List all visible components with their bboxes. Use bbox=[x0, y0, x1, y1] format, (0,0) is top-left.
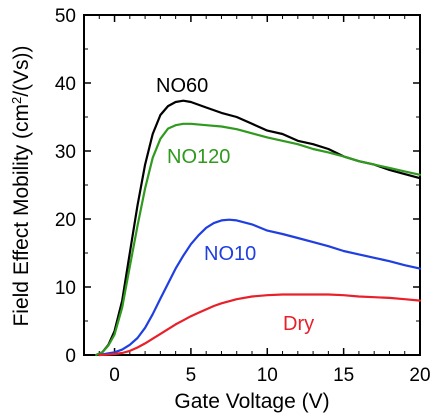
series-label-no120: NO120 bbox=[167, 146, 230, 168]
y-axis-title-end: /(Vs)) bbox=[10, 45, 33, 96]
x-tick-label: 20 bbox=[409, 365, 430, 386]
series-label-no10: NO10 bbox=[204, 243, 256, 265]
y-axis-title-superscript: 2 bbox=[9, 97, 24, 104]
series-line-dry bbox=[98, 293, 422, 357]
y-tick-label: 30 bbox=[55, 142, 76, 163]
y-tick-label: 0 bbox=[65, 346, 76, 367]
x-tick-label: 10 bbox=[257, 365, 278, 386]
y-axis-title: Field Effect Mobility (cm2/(Vs)) bbox=[9, 45, 34, 326]
y-ticks: 0 10 20 30 40 50 bbox=[55, 6, 420, 367]
x-tick-label: 15 bbox=[333, 365, 354, 386]
y-axis-title-main: Field Effect Mobility (cm bbox=[10, 104, 33, 327]
series-line-no120 bbox=[95, 122, 422, 357]
y-tick-label: 20 bbox=[55, 210, 76, 231]
plot-frame bbox=[83, 14, 421, 356]
x-tick-label: 0 bbox=[109, 365, 120, 386]
series-lines bbox=[95, 99, 422, 357]
x-ticks: 0 5 10 15 20 bbox=[83, 15, 431, 386]
series-label-no60: NO60 bbox=[156, 75, 208, 97]
y-tick-label: 50 bbox=[55, 6, 76, 27]
series-label-dry: Dry bbox=[283, 313, 314, 335]
series-labels: NO60 NO120 NO10 Dry bbox=[156, 75, 314, 335]
y-tick-label: 10 bbox=[55, 278, 76, 299]
y-tick-label: 40 bbox=[55, 74, 76, 95]
x-axis-title: Gate Voltage (V) bbox=[174, 390, 329, 413]
series-line-no10 bbox=[98, 218, 422, 357]
x-tick-label: 5 bbox=[186, 365, 197, 386]
plot-area: 0 5 10 15 20 0 10 20 30 40 50 bbox=[55, 6, 431, 386]
